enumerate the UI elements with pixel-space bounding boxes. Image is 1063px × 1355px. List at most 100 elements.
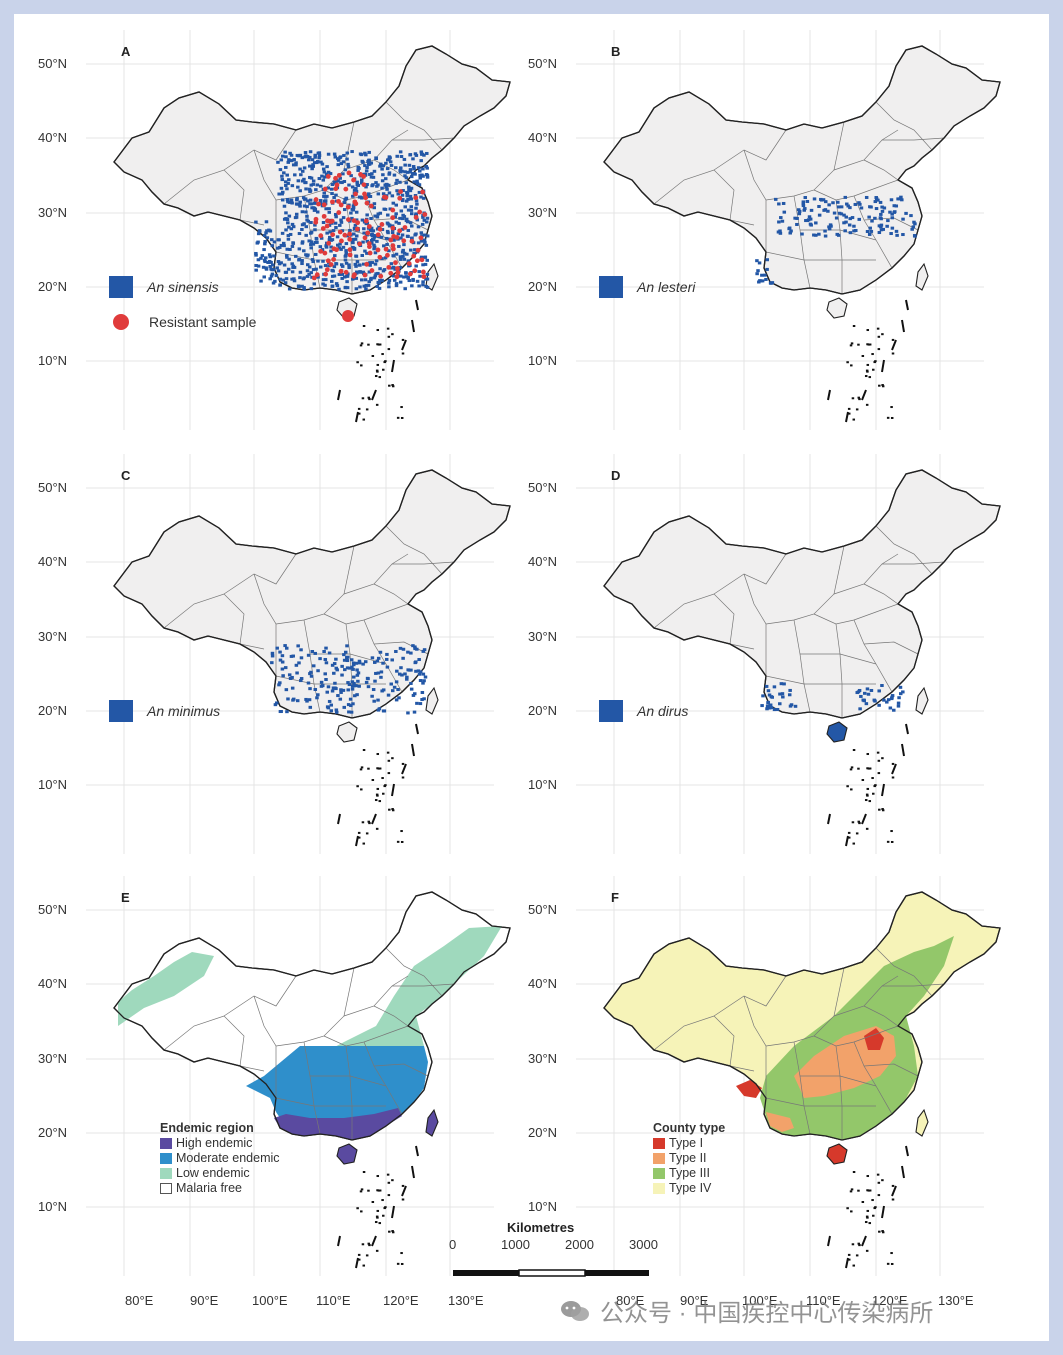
scs-island — [855, 832, 859, 835]
province-border — [743, 995, 767, 1098]
species-occurrence — [291, 654, 295, 658]
species-occurrence — [284, 211, 288, 215]
county-type-legend: County type Type I Type II Type III Type IV — [653, 1121, 725, 1196]
species-occurrence — [365, 239, 370, 243]
scs-island — [387, 772, 391, 775]
scs-island — [866, 787, 870, 790]
species-occurrence — [340, 664, 344, 668]
province-border — [373, 1063, 429, 1077]
scs-island — [381, 1199, 384, 1202]
species-occurrence — [385, 187, 389, 191]
scs-island — [865, 1215, 869, 1218]
species-occurrence — [415, 279, 420, 283]
map-c — [86, 454, 511, 854]
species-occurrence — [765, 258, 770, 262]
resistant-sample-point — [313, 216, 319, 222]
species-occurrence — [354, 254, 359, 258]
species-occurrence — [309, 287, 314, 291]
species-occurrence — [279, 158, 284, 162]
species-occurrence — [315, 210, 320, 214]
species-occurrence — [823, 229, 827, 233]
species-occurrence — [339, 220, 344, 224]
species-occurrence — [370, 656, 375, 660]
species-occurrence — [755, 272, 759, 276]
species-occurrence — [413, 152, 418, 156]
species-occurrence — [376, 192, 381, 196]
species-occurrence — [276, 260, 281, 264]
lat-label: 20°N — [38, 1125, 68, 1140]
map-e — [86, 876, 511, 1276]
legend-swatch — [653, 1183, 665, 1194]
scs-island — [356, 785, 359, 788]
species-occurrence — [345, 274, 349, 278]
species-occurrence — [267, 259, 272, 263]
species-occurrence — [817, 213, 822, 217]
panel-letter: D — [611, 468, 621, 483]
species-occurrence — [300, 284, 304, 288]
species-occurrence — [285, 187, 289, 191]
species-occurrence — [421, 167, 425, 171]
scs-island — [871, 1199, 874, 1202]
species-occurrence — [386, 693, 391, 697]
species-occurrence — [349, 704, 353, 708]
lat-label: 20°N — [528, 1125, 558, 1140]
resistant-sample-point — [357, 241, 363, 247]
province-border — [743, 573, 767, 676]
resistant-sample-point — [347, 236, 353, 242]
species-occurrence — [877, 689, 881, 693]
species-occurrence — [421, 215, 425, 219]
species-occurrence — [410, 236, 414, 240]
species-occurrence — [844, 220, 848, 224]
species-occurrence — [300, 262, 304, 266]
species-occurrence — [336, 163, 340, 167]
species-occurrence — [894, 229, 899, 233]
resistant-sample-point — [347, 247, 353, 253]
species-occurrence — [332, 662, 337, 666]
species-occurrence — [809, 208, 814, 212]
species-occurrence — [330, 192, 334, 196]
scs-island — [866, 1175, 870, 1178]
species-occurrence — [288, 232, 293, 236]
species-occurrence — [808, 222, 813, 226]
species-occurrence — [399, 155, 404, 159]
species-occurrence — [381, 661, 385, 665]
scs-island — [357, 1253, 361, 1256]
scs-island — [376, 753, 380, 756]
species-occurrence — [425, 216, 430, 220]
lon-label-110-left: 110°E — [316, 1293, 351, 1308]
species-occurrence — [300, 223, 305, 227]
scs-island — [861, 355, 865, 358]
species-occurrence — [256, 240, 260, 244]
species-occurrence — [347, 683, 352, 687]
species-occurrence — [391, 265, 396, 269]
species-occurrence — [422, 648, 427, 652]
species-occurrence — [319, 236, 324, 240]
resistant-sample-point — [366, 224, 372, 229]
resistant-sample-point — [362, 272, 368, 278]
legend-title: Endemic region — [160, 1121, 254, 1135]
scs-island — [400, 416, 404, 419]
species-occurrence — [360, 159, 365, 163]
species-occurrence — [316, 259, 320, 263]
species-occurrence — [305, 205, 309, 209]
species-occurrence — [405, 677, 409, 681]
species-occurrence — [308, 175, 312, 179]
species-occurrence — [423, 240, 427, 244]
species-occurrence — [338, 223, 342, 227]
species-occurrence — [863, 691, 867, 695]
species-occurrence — [381, 164, 385, 168]
scs-island — [376, 794, 379, 797]
scs-island — [881, 808, 884, 811]
species-occurrence — [337, 246, 342, 250]
province-border — [743, 149, 767, 252]
species-occurrence — [326, 152, 331, 156]
scs-island — [865, 403, 869, 406]
scs-island — [384, 784, 387, 787]
resistant-sample-point — [368, 203, 374, 209]
species-occurrence — [778, 692, 782, 696]
species-occurrence — [271, 281, 276, 285]
species-occurrence — [368, 172, 372, 176]
species-occurrence — [864, 195, 869, 199]
species-occurrence — [398, 257, 403, 261]
species-occurrence — [257, 229, 262, 233]
